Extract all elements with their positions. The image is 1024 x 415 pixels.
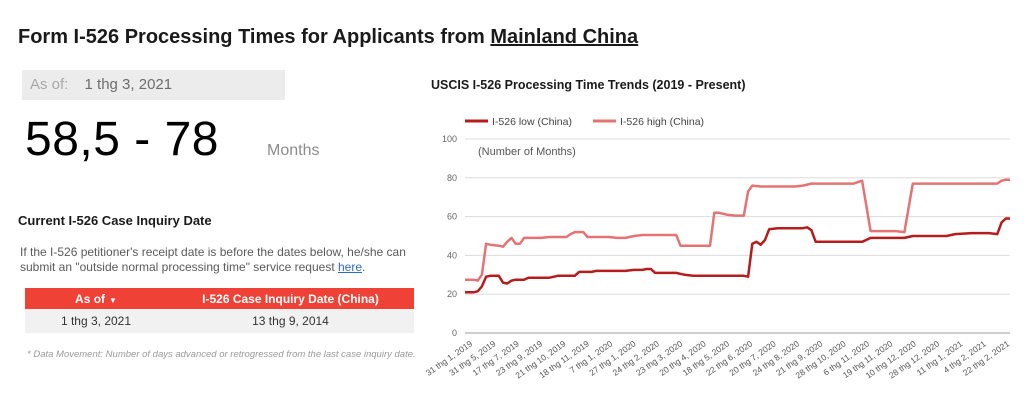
as-of-label: As of: (30, 76, 69, 93)
inquiry-description: If the I-526 petitioner's receipt date i… (20, 245, 415, 275)
legend-label: I-526 low (China) (492, 116, 572, 128)
chart-title: USCIS I-526 Processing Time Trends (2019… (431, 78, 746, 92)
region-link[interactable]: Mainland China (490, 26, 639, 48)
inquiry-description-text: If the I-526 petitioner's receipt date i… (20, 245, 406, 274)
sort-down-icon: ▼ (109, 295, 117, 305)
column-header-as-of[interactable]: As of ▼ (25, 288, 167, 309)
table-header-row: As of ▼ I-526 Case Inquiry Date (China) (25, 288, 414, 309)
y-tick-label: 60 (447, 212, 457, 222)
y-tick-label: 80 (447, 173, 457, 183)
table-row: 1 thg 3, 2021 13 thg 9, 2014 (25, 309, 414, 333)
series-line-high (465, 178, 1010, 282)
processing-time-range: 58,5 - 78 (25, 113, 219, 166)
series-line-low (465, 217, 1010, 294)
as-of-value: 1 thg 3, 2021 (84, 76, 173, 93)
y-axis-label: (Number of Months) (478, 146, 576, 158)
table-cell-as-of: 1 thg 3, 2021 (25, 309, 167, 333)
y-tick-label: 40 (447, 250, 457, 260)
legend-label: I-526 high (China) (620, 116, 704, 128)
table-cell-inquiry-date: 13 thg 9, 2014 (167, 309, 414, 333)
as-of-box: As of: 1 thg 3, 2021 (22, 70, 285, 100)
processing-time-unit: Months (267, 142, 320, 159)
y-tick-label: 0 (452, 328, 457, 338)
inquiry-table: As of ▼ I-526 Case Inquiry Date (China) 1… (25, 288, 414, 333)
inquiry-description-end: . (362, 260, 366, 274)
footnote: * Data Movement: Number of days advanced… (27, 349, 416, 360)
column-header-inquiry-date[interactable]: I-526 Case Inquiry Date (China) (167, 288, 414, 309)
service-request-link[interactable]: here (338, 260, 363, 274)
inquiry-section-title: Current I-526 Case Inquiry Date (18, 213, 212, 228)
y-tick-label: 100 (442, 134, 457, 144)
y-tick-label: 20 (447, 289, 457, 299)
page-title: Form I-526 Processing Times for Applican… (18, 26, 639, 48)
